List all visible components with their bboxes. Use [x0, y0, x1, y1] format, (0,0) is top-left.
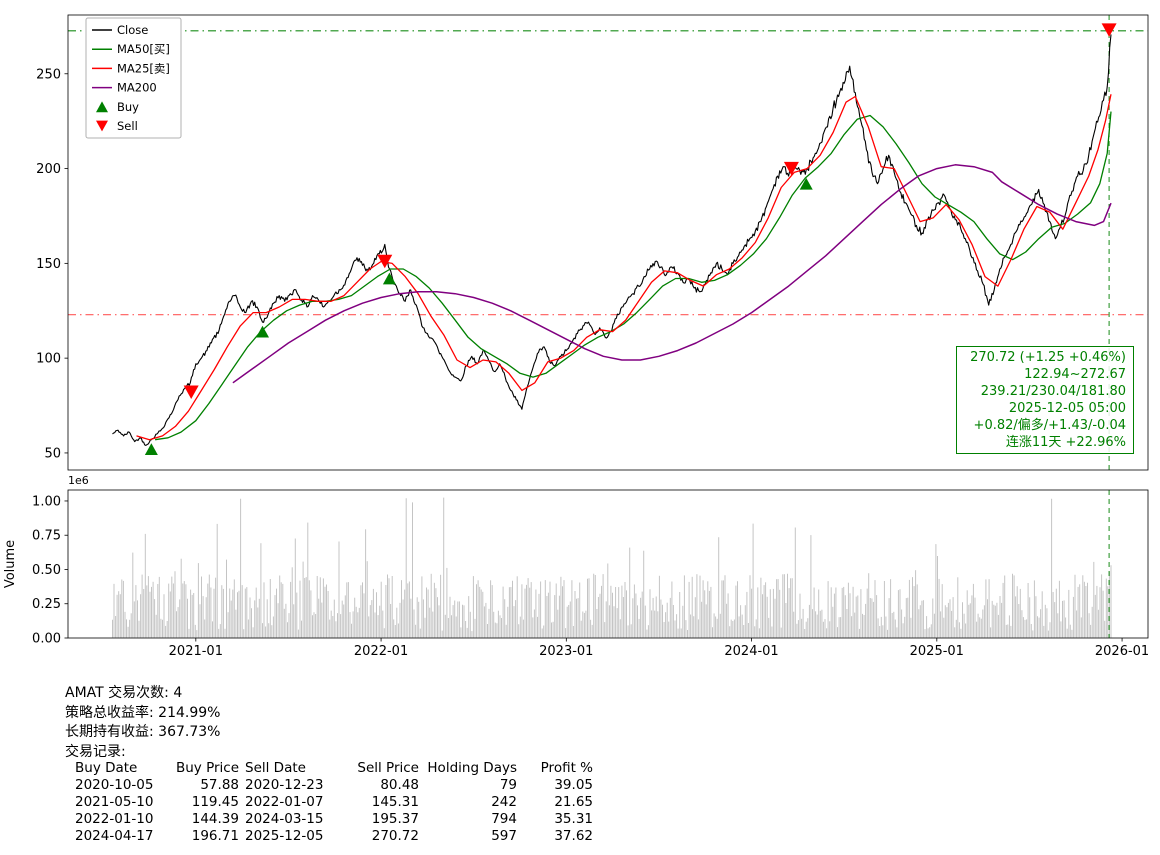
svg-text:Close: Close [117, 23, 148, 37]
svg-text:2025-01: 2025-01 [910, 644, 964, 659]
svg-text:Sell: Sell [117, 119, 138, 133]
trade-buy-price: 196.71 [191, 828, 239, 844]
stats-trade-count: AMAT 交易次数: 4 [65, 685, 183, 701]
svg-text:0.00: 0.00 [32, 632, 61, 647]
annotation-bias-line: +0.82/偏多/+1.43/-0.04 [973, 418, 1126, 433]
svg-text:150: 150 [36, 257, 61, 272]
trade-holding-days: 597 [491, 828, 517, 844]
trade-holding-days: 794 [491, 811, 517, 827]
svg-text:2024-01: 2024-01 [724, 644, 778, 659]
trade-buy-date: 2021-05-10 [75, 794, 154, 810]
trade-profit: 37.62 [554, 828, 593, 844]
col-header-sell-date: Sell Date [245, 760, 306, 776]
svg-text:2022-01: 2022-01 [354, 644, 408, 659]
svg-text:2023-01: 2023-01 [539, 644, 593, 659]
trade-sell-price: 270.72 [371, 828, 419, 844]
svg-text:0.25: 0.25 [32, 597, 61, 612]
trade-sell-date: 2022-01-07 [245, 794, 324, 810]
trade-buy-date: 2022-01-10 [75, 811, 154, 827]
price-volume-chart: 50 100 150 200 250 0.00 0.25 0.50 0.75 1.00 1e6 Vol… [3, 14, 1149, 659]
strategy-stats: AMAT 交易次数: 4 策略总收益率: 214.99% 长期持有收益: 367… [65, 684, 220, 762]
annotation-ma-line: 239.21/230.04/181.80 [980, 384, 1126, 399]
trade-sell-date: 2024-03-15 [245, 811, 324, 827]
svg-text:50: 50 [44, 446, 61, 461]
annotation-streak-line: 连涨11天 +22.96% [1005, 435, 1126, 450]
col-header-sell-price: Sell Price [357, 760, 419, 776]
col-header-buy-date: Buy Date [75, 760, 138, 776]
col-header-buy-price: Buy Price [175, 760, 239, 776]
svg-text:250: 250 [36, 67, 61, 82]
trade-row: 2020-10-05 57.88 2020-12-23 80.48 79 39.… [75, 777, 593, 794]
trade-row: 2024-04-17 196.71 2025-12-05 270.72 597 … [75, 828, 593, 845]
col-header-profit: Profit % [540, 760, 593, 776]
trade-sell-price: 195.37 [371, 811, 419, 827]
stats-strategy-return: 策略总收益率: 214.99% [65, 704, 221, 721]
trade-buy-price: 119.45 [191, 794, 239, 810]
trade-records-table: Buy Date Buy Price Sell Date Sell Price … [75, 760, 593, 845]
trade-profit: 39.05 [554, 777, 593, 793]
trade-table-header: Buy Date Buy Price Sell Date Sell Price … [75, 760, 593, 777]
trade-sell-price: 145.31 [371, 794, 419, 810]
svg-text:Buy: Buy [117, 100, 139, 114]
trade-sell-date: 2025-12-05 [245, 828, 324, 844]
svg-text:2026-01: 2026-01 [1095, 644, 1149, 659]
trade-holding-days: 79 [499, 777, 517, 793]
trade-sell-date: 2020-12-23 [245, 777, 324, 793]
svg-text:1.00: 1.00 [32, 494, 61, 509]
trade-buy-price: 57.88 [200, 777, 239, 793]
svg-text:0.75: 0.75 [32, 529, 61, 544]
svg-text:0.50: 0.50 [32, 563, 61, 578]
trade-row: 2021-05-10 119.45 2022-01-07 145.31 242 … [75, 794, 593, 811]
svg-text:MA200: MA200 [117, 81, 157, 95]
trade-buy-date: 2020-10-05 [75, 777, 154, 793]
trade-buy-price: 144.39 [191, 811, 239, 827]
trade-row: 2022-01-10 144.39 2024-03-15 195.37 794 … [75, 811, 593, 828]
trade-profit: 35.31 [554, 811, 593, 827]
stats-hold-return: 长期持有收益: 367.73% [65, 724, 221, 740]
col-header-holding-days: Holding Days [427, 760, 517, 776]
annotation-range-line: 122.94~272.67 [1024, 367, 1126, 382]
trade-sell-price: 80.48 [380, 777, 419, 793]
trade-buy-date: 2024-04-17 [75, 828, 154, 844]
svg-text:200: 200 [36, 162, 61, 177]
quote-annotation-box: 270.72 (+1.25 +0.46%) 122.94~272.67 239.… [956, 346, 1134, 454]
stats-records-title: 交易记录: [65, 743, 126, 760]
svg-text:MA25[卖]: MA25[卖] [117, 61, 170, 75]
annotation-price-line: 270.72 (+1.25 +0.46%) [970, 350, 1126, 365]
svg-text:2021-01: 2021-01 [169, 644, 223, 659]
trade-profit: 21.65 [554, 794, 593, 810]
trade-holding-days: 242 [491, 794, 517, 810]
svg-text:MA50[买]: MA50[买] [117, 42, 170, 56]
svg-text:1e6: 1e6 [68, 474, 89, 487]
svg-text:Volume: Volume [3, 540, 18, 588]
svg-text:100: 100 [36, 352, 61, 367]
annotation-datetime-line: 2025-12-05 05:00 [1008, 401, 1126, 416]
